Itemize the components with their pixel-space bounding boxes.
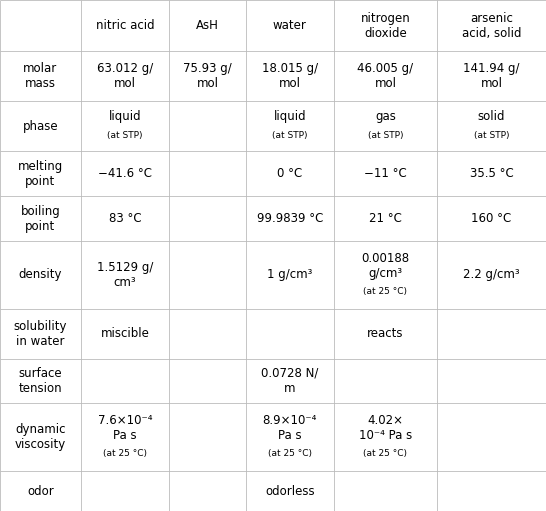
Text: (at 25 °C): (at 25 °C) bbox=[268, 449, 312, 458]
Text: AsH: AsH bbox=[196, 19, 219, 32]
Text: molar
mass: molar mass bbox=[23, 62, 57, 90]
Text: 141.94 g/
mol: 141.94 g/ mol bbox=[463, 62, 520, 90]
Text: density: density bbox=[19, 268, 62, 281]
Text: 21 °C: 21 °C bbox=[369, 212, 402, 225]
Text: 1 g/cm³: 1 g/cm³ bbox=[267, 268, 313, 281]
Text: 2.2 g/cm³: 2.2 g/cm³ bbox=[463, 268, 520, 281]
Text: 0 °C: 0 °C bbox=[277, 167, 302, 180]
Text: nitrogen
dioxide: nitrogen dioxide bbox=[360, 12, 411, 39]
Text: 8.9×10⁻⁴
Pa s: 8.9×10⁻⁴ Pa s bbox=[263, 414, 317, 442]
Text: arsenic
acid, solid: arsenic acid, solid bbox=[462, 12, 521, 39]
Text: −41.6 °C: −41.6 °C bbox=[98, 167, 152, 180]
Text: (at STP): (at STP) bbox=[272, 131, 308, 140]
Text: (at 25 °C): (at 25 °C) bbox=[103, 449, 147, 458]
Text: 0.00188
g/cm³: 0.00188 g/cm³ bbox=[361, 251, 410, 280]
Text: melting
point: melting point bbox=[18, 160, 63, 188]
Text: 0.0728 N/
m: 0.0728 N/ m bbox=[261, 367, 319, 395]
Text: (at STP): (at STP) bbox=[367, 131, 403, 140]
Text: nitric acid: nitric acid bbox=[96, 19, 155, 32]
Text: boiling
point: boiling point bbox=[21, 204, 60, 233]
Text: reacts: reacts bbox=[367, 328, 403, 340]
Text: solubility
in water: solubility in water bbox=[14, 320, 67, 348]
Text: 75.93 g/
mol: 75.93 g/ mol bbox=[183, 62, 232, 90]
Text: gas: gas bbox=[375, 110, 396, 123]
Text: (at 25 °C): (at 25 °C) bbox=[364, 449, 407, 458]
Text: liquid: liquid bbox=[109, 110, 141, 123]
Text: dynamic
viscosity: dynamic viscosity bbox=[15, 423, 66, 451]
Text: 7.6×10⁻⁴
Pa s: 7.6×10⁻⁴ Pa s bbox=[98, 414, 152, 442]
Text: odor: odor bbox=[27, 484, 54, 498]
Text: odorless: odorless bbox=[265, 484, 314, 498]
Text: water: water bbox=[273, 19, 307, 32]
Text: 46.005 g/
mol: 46.005 g/ mol bbox=[358, 62, 413, 90]
Text: (at STP): (at STP) bbox=[473, 131, 509, 140]
Text: (at STP): (at STP) bbox=[107, 131, 143, 140]
Text: 83 °C: 83 °C bbox=[109, 212, 141, 225]
Text: solid: solid bbox=[478, 110, 505, 123]
Text: (at 25 °C): (at 25 °C) bbox=[364, 287, 407, 296]
Text: 18.015 g/
mol: 18.015 g/ mol bbox=[262, 62, 318, 90]
Text: surface
tension: surface tension bbox=[19, 367, 62, 395]
Text: 35.5 °C: 35.5 °C bbox=[470, 167, 513, 180]
Text: 63.012 g/
mol: 63.012 g/ mol bbox=[97, 62, 153, 90]
Text: miscible: miscible bbox=[100, 328, 150, 340]
Text: −11 °C: −11 °C bbox=[364, 167, 407, 180]
Text: phase: phase bbox=[22, 120, 58, 132]
Text: 4.02×
10⁻⁴ Pa s: 4.02× 10⁻⁴ Pa s bbox=[359, 414, 412, 442]
Text: liquid: liquid bbox=[274, 110, 306, 123]
Text: 160 °C: 160 °C bbox=[471, 212, 512, 225]
Text: 99.9839 °C: 99.9839 °C bbox=[257, 212, 323, 225]
Text: 1.5129 g/
cm³: 1.5129 g/ cm³ bbox=[97, 261, 153, 289]
